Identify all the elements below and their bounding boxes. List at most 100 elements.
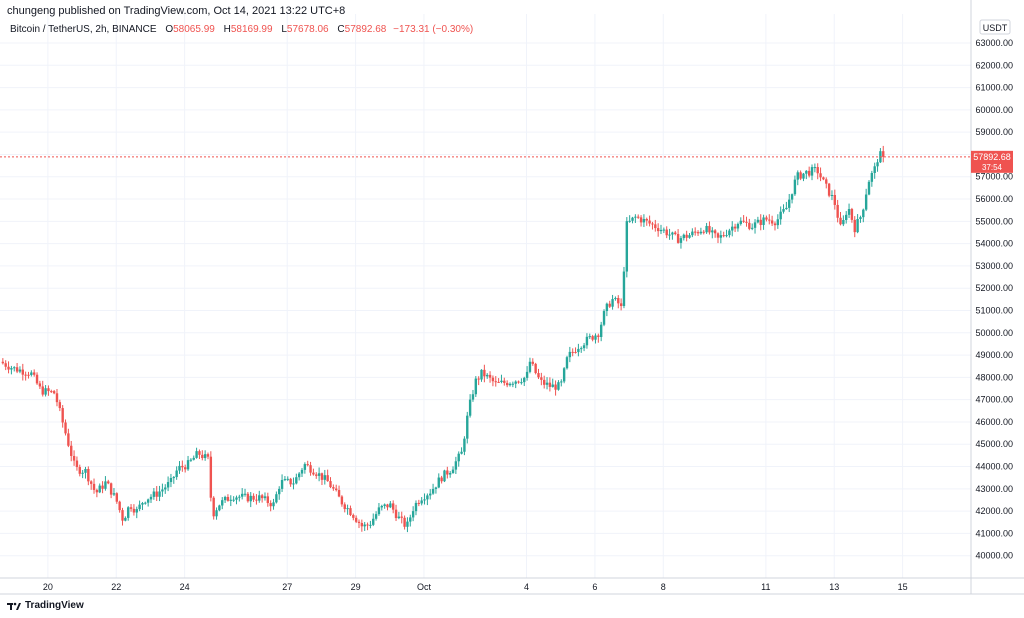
candle-body bbox=[81, 472, 84, 474]
price-tick-label: 51000.00 bbox=[975, 305, 1013, 315]
candle-body bbox=[144, 502, 147, 504]
candle-body bbox=[825, 179, 828, 184]
candle-body bbox=[508, 383, 512, 386]
candle-body bbox=[770, 220, 774, 224]
candle-body bbox=[420, 500, 423, 504]
candle-body bbox=[588, 336, 591, 338]
candle-body bbox=[474, 378, 478, 395]
price-tick-label: 43000.00 bbox=[975, 484, 1013, 494]
candle-body bbox=[862, 209, 865, 218]
candle-body bbox=[67, 433, 70, 446]
candle-body bbox=[736, 223, 740, 229]
candle-body bbox=[617, 298, 620, 304]
candle-body bbox=[699, 231, 703, 234]
price-tick-label: 49000.00 bbox=[975, 350, 1013, 360]
candle-body bbox=[221, 500, 224, 506]
candle-body bbox=[728, 230, 731, 236]
candle-body bbox=[497, 381, 500, 383]
candle-body bbox=[451, 469, 455, 473]
candle-body bbox=[682, 234, 686, 239]
candle-body bbox=[135, 509, 138, 513]
candle-body bbox=[756, 219, 760, 223]
candle-body bbox=[463, 438, 466, 452]
candle-body bbox=[115, 493, 119, 502]
candle-body bbox=[409, 517, 412, 522]
time-tick-label: 6 bbox=[592, 582, 597, 592]
candle-body bbox=[363, 524, 366, 527]
currency-label[interactable]: USDT bbox=[979, 19, 1011, 35]
candle-body bbox=[548, 382, 552, 387]
candle-body bbox=[762, 217, 765, 225]
candle-body bbox=[27, 374, 30, 376]
candle-body bbox=[716, 233, 720, 238]
candle-body bbox=[158, 491, 161, 497]
candle-body bbox=[460, 451, 463, 454]
high-value: 58169.99 bbox=[230, 24, 273, 35]
candle-body bbox=[7, 366, 10, 370]
candle-body bbox=[360, 523, 364, 527]
candle-body bbox=[340, 496, 344, 505]
candle-body bbox=[705, 225, 708, 233]
candle-body bbox=[186, 460, 190, 470]
symbol-name[interactable]: Bitcoin / TetherUS, 2h, BINANCE bbox=[10, 24, 157, 35]
candle-body bbox=[551, 384, 554, 387]
candle-body bbox=[605, 303, 609, 312]
candle-body bbox=[306, 464, 309, 466]
candle-body bbox=[466, 415, 469, 439]
candle-body bbox=[525, 371, 529, 378]
candle-body bbox=[337, 490, 341, 497]
candle-body bbox=[802, 173, 805, 179]
candle-body bbox=[668, 234, 671, 236]
candle-body bbox=[614, 298, 617, 300]
candle-body bbox=[856, 218, 859, 233]
candle-body bbox=[722, 235, 725, 237]
candle-body bbox=[44, 388, 47, 395]
candle-body bbox=[656, 228, 660, 232]
price-tick-label: 42000.00 bbox=[975, 506, 1013, 516]
candle-body bbox=[15, 367, 19, 372]
candle-body bbox=[50, 391, 53, 393]
candle-body bbox=[206, 454, 210, 457]
price-tick-label: 60000.00 bbox=[975, 105, 1013, 115]
candle-body bbox=[380, 505, 383, 508]
candles bbox=[1, 145, 885, 533]
tradingview-footer[interactable]: TradingView bbox=[7, 600, 84, 611]
candle-body bbox=[52, 391, 56, 394]
candle-body bbox=[255, 499, 258, 501]
candle-body bbox=[437, 477, 440, 488]
candle-body bbox=[124, 517, 127, 521]
candle-body bbox=[152, 491, 156, 497]
candle-body bbox=[662, 229, 666, 231]
candle-body bbox=[223, 496, 227, 501]
candle-body bbox=[89, 481, 93, 484]
candle-body bbox=[272, 502, 275, 507]
candle-body bbox=[719, 235, 723, 238]
candle-body bbox=[639, 217, 643, 223]
candle-body bbox=[403, 517, 406, 527]
candle-body bbox=[733, 226, 737, 229]
price-tick-label: 48000.00 bbox=[975, 372, 1013, 382]
candle-body bbox=[759, 219, 762, 225]
candle-body bbox=[201, 454, 204, 459]
candle-body bbox=[127, 507, 130, 518]
price-change: −173.31 (−0.30%) bbox=[393, 24, 474, 35]
candle-body bbox=[785, 207, 788, 210]
symbol-legend: Bitcoin / TetherUS, 2h, BINANCE O58065.9… bbox=[10, 24, 473, 35]
candle-body bbox=[329, 481, 332, 488]
candle-body bbox=[674, 232, 677, 235]
candle-body bbox=[542, 379, 546, 385]
candle-body bbox=[332, 487, 335, 489]
candle-body bbox=[146, 499, 150, 503]
candle-body bbox=[864, 194, 868, 210]
candle-body bbox=[842, 220, 845, 225]
time-tick-label: 24 bbox=[180, 582, 190, 592]
candle-body bbox=[488, 374, 492, 378]
candle-body bbox=[560, 381, 563, 383]
time-tick-label: 29 bbox=[351, 582, 361, 592]
candle-body bbox=[676, 234, 680, 243]
time-axis[interactable]: 20 22 24 27 29 Oct 4 6 8 11 13 15 bbox=[43, 582, 908, 592]
price-axis[interactable]: 40000.00 41000.00 42000.00 43000.00 44000.00… bbox=[975, 38, 1013, 561]
candle-body bbox=[92, 483, 96, 490]
candle-body bbox=[107, 481, 110, 484]
